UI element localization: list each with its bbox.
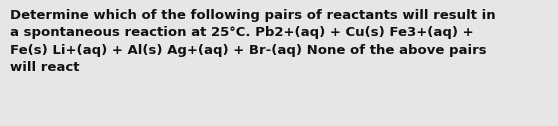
- Text: Determine which of the following pairs of reactants will result in
a spontaneous: Determine which of the following pairs o…: [10, 9, 496, 74]
